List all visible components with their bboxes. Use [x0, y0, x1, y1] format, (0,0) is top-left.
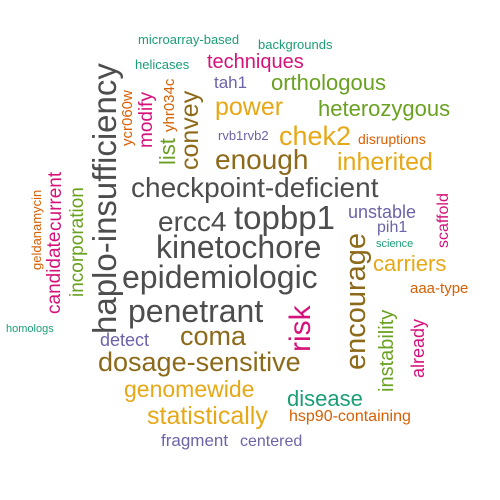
word-backgrounds: backgrounds	[258, 37, 333, 52]
word-checkpoint-deficient: checkpoint-deficient	[131, 172, 379, 203]
word-enough: enough	[215, 144, 309, 175]
word-topbp1: topbp1	[234, 199, 335, 236]
word-scaffold: scaffold	[435, 193, 452, 248]
word-homologs: homologs	[6, 323, 54, 335]
word-convey: convey	[176, 90, 204, 170]
word-haplo-insufficiency: haplo-insufficiency	[86, 63, 123, 334]
word-coma: coma	[180, 321, 247, 351]
word-rvb1rvb2: rvb1rvb2	[218, 128, 269, 143]
word-penetrant: penetrant	[128, 293, 264, 329]
word-candidate: candidate	[44, 231, 65, 314]
word-disease: disease	[287, 386, 363, 411]
word-genomewide: genomewide	[124, 376, 255, 402]
word-tah1: tah1	[214, 73, 248, 92]
word-ercc4: ercc4	[158, 206, 227, 237]
word-epidemiologic: epidemiologic	[122, 259, 318, 295]
word-disruptions: disruptions	[358, 131, 426, 147]
word-helicases: helicases	[135, 57, 190, 72]
word-microarray-based: microarray-based	[138, 32, 240, 47]
word-incorporation: incorporation	[67, 187, 88, 297]
word-aaa-type: aaa-type	[410, 280, 469, 297]
word-pih1: pih1	[377, 219, 408, 236]
word-chek2: chek2	[279, 121, 352, 151]
word-statistically: statistically	[147, 402, 268, 430]
word-risk: risk	[284, 305, 317, 352]
word-encourage: encourage	[340, 232, 372, 370]
word-fragment: fragment	[161, 431, 229, 450]
word-heterozygous: heterozygous	[318, 96, 451, 121]
word-modify: modify	[136, 92, 157, 148]
word-current: current	[45, 171, 66, 231]
word-yhr034c: yhr034c	[161, 78, 178, 132]
word-instability: instability	[376, 309, 398, 392]
word-carriers: carriers	[373, 251, 447, 276]
word-techniques: techniques	[207, 51, 304, 73]
word-detect: detect	[100, 330, 150, 350]
word-geldanamycin: geldanamycin	[29, 189, 44, 270]
word-dosage-sensitive: dosage-sensitive	[98, 347, 301, 377]
word-hsp90-containing: hsp90-containing	[289, 408, 411, 425]
word-kinetochore: kinetochore	[156, 229, 322, 265]
word-inherited: inherited	[337, 148, 433, 176]
word-orthologous: orthologous	[271, 70, 386, 95]
word-power: power	[215, 93, 284, 121]
word-unstable: unstable	[348, 202, 417, 222]
word-already: already	[408, 318, 428, 378]
word-science: science	[376, 238, 414, 250]
word-centered: centered	[240, 433, 303, 450]
